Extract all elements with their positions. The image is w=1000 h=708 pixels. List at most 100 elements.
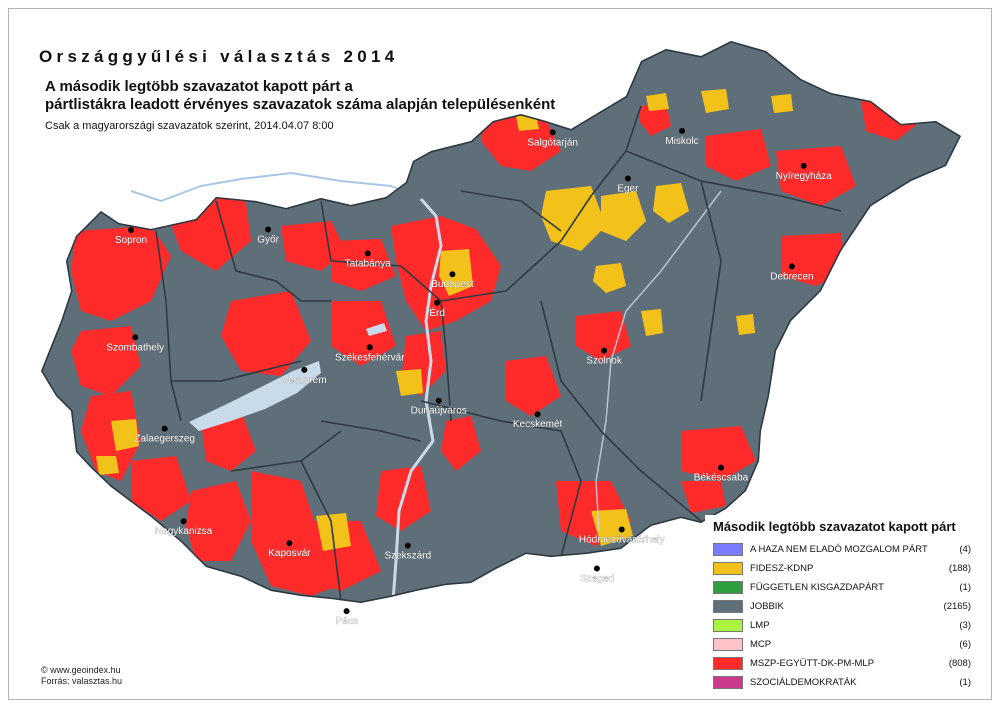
legend-item: A HAZA NEM ELADÓ MOZGALOM PÁRT (4) (713, 540, 971, 559)
legend-count: (1) (959, 582, 971, 593)
city-marker: Érd (429, 299, 445, 319)
city-marker: Veszprém (282, 366, 327, 386)
city-label: Tatabánya (345, 258, 392, 269)
city-marker: Tatabánya (344, 250, 392, 270)
city-dot (286, 540, 293, 547)
legend-swatch (713, 581, 743, 594)
city-dot (449, 271, 456, 278)
city-dot (679, 127, 685, 134)
city-dot (800, 162, 807, 169)
city-label: Sopron (115, 235, 147, 246)
city-dot (549, 129, 556, 136)
city-dot (301, 366, 308, 373)
city-dot (161, 425, 168, 432)
city-label: Érd (429, 306, 445, 319)
lake-velence (366, 323, 387, 336)
credit-website: © www.geoindex.hu (41, 665, 121, 675)
city-label: Győr (257, 235, 279, 246)
legend-swatch (713, 543, 743, 556)
city-label: Szekszárd (384, 551, 431, 562)
credit-source: Forrás: valasztas.hu (41, 676, 123, 686)
city-marker: Debrecen (770, 263, 814, 283)
legend-count: (808) (948, 658, 971, 669)
legend-count: (3) (959, 620, 971, 631)
city-label: Kecskemét (513, 419, 563, 430)
legend-label: MCP (750, 639, 772, 650)
legend-swatch (713, 676, 743, 689)
data-note: Csak a magyarországi szavazatok szerint,… (45, 120, 334, 132)
map-title: Országgyűlési választás 2014 (39, 47, 399, 66)
city-label: Szolnok (586, 356, 623, 367)
city-dot (343, 608, 350, 615)
legend-swatch (713, 600, 743, 613)
city-marker: Eger (617, 175, 639, 195)
city-marker: Salgótarján (527, 129, 578, 149)
legend-swatch (713, 619, 743, 632)
legend-label: FIDESZ-KDNP (750, 563, 814, 574)
city-label: Szeged (580, 574, 614, 585)
city-marker: Budapest (431, 271, 474, 290)
city-dot (601, 347, 608, 354)
city-marker: Szolnok (586, 347, 623, 367)
city-label: Nyíregyháza (776, 171, 833, 182)
lake-balaton (189, 361, 321, 431)
city-dot (534, 411, 541, 418)
legend-title: Második legtöbb szavazatot kapott párt (713, 519, 956, 534)
subtitle-line-1: A második legtöbb szavazatot kapott párt… (45, 78, 353, 95)
city-label: Pécs (335, 616, 357, 627)
legend-item: FIDESZ-KDNP (188) (713, 559, 971, 578)
city-marker: Békéscsaba (694, 464, 749, 484)
cities-layer: Sopron Győr Tatabánya Budapest Érd Salgótarjá… (106, 127, 833, 627)
city-marker: Székesfehérvár (335, 344, 405, 363)
credits: © www.geoindex.hu Forrás: valasztas.hu (41, 665, 122, 687)
city-dot (366, 344, 373, 351)
city-dot (180, 518, 187, 525)
city-marker: Szombathely (106, 334, 164, 353)
legend-swatch (713, 638, 743, 651)
choropleth-map: Sopron Győr Tatabánya Budapest Érd Salgótarjá… (41, 41, 961, 627)
city-label: Debrecen (770, 271, 813, 282)
legend-item: SZOCIÁLDEMOKRATÁK (1) (713, 673, 971, 692)
legend-count: (4) (959, 544, 971, 555)
city-label: Eger (617, 184, 639, 195)
legend-label: A HAZA NEM ELADÓ MOZGALOM PÁRT (750, 544, 928, 555)
mszp-regions (71, 99, 921, 596)
legend-label: MSZP-EGYÜTT-DK-PM-MLP (750, 658, 875, 669)
city-label: Békéscsaba (694, 473, 749, 484)
legend-swatch (713, 562, 743, 575)
city-marker: Kecskemét (513, 411, 563, 430)
city-dot (788, 263, 795, 270)
legend-item: JOBBIK (2165) (713, 597, 971, 616)
legend-item: MSZP-EGYÜTT-DK-PM-MLP (808) (713, 654, 971, 673)
danube-river (391, 198, 443, 602)
city-label: Nagykanizsa (155, 526, 213, 537)
city-label: Szombathely (106, 342, 164, 353)
legend-item: LMP (3) (713, 616, 971, 635)
tisza-river (595, 190, 722, 532)
city-dot (618, 526, 625, 533)
city-dot (132, 334, 139, 341)
city-dot (364, 250, 371, 257)
city-dot (435, 397, 442, 404)
city-label: Miskolc (665, 136, 698, 147)
city-dot (404, 542, 411, 549)
legend-label: JOBBIK (750, 601, 784, 612)
city-marker: Szekszárd (384, 542, 431, 562)
legend-label: FÜGGETLEN KISGAZDAPÁRT (750, 582, 884, 593)
city-label: Veszprém (282, 375, 326, 386)
legend: Második legtöbb szavazatot kapott párt A… (705, 515, 978, 695)
city-marker: Sopron (115, 227, 147, 246)
city-marker: Pécs (335, 608, 358, 627)
city-marker: Miskolc (665, 127, 699, 147)
legend-count: (1) (959, 677, 971, 688)
legend-list: A HAZA NEM ELADÓ MOZGALOM PÁRT (4) FIDESZ-… (713, 540, 971, 692)
legend-label: SZOCIÁLDEMOKRATÁK (750, 677, 857, 688)
legend-count: (188) (948, 563, 971, 574)
city-label: Dunaújváros (411, 406, 467, 417)
city-marker: Szeged (580, 565, 614, 585)
city-label: Budapest (431, 279, 473, 290)
city-dot (624, 175, 631, 182)
legend-item: MCP (6) (713, 635, 971, 654)
city-dot (434, 299, 441, 306)
city-label: Zalaegerszeg (134, 434, 195, 445)
